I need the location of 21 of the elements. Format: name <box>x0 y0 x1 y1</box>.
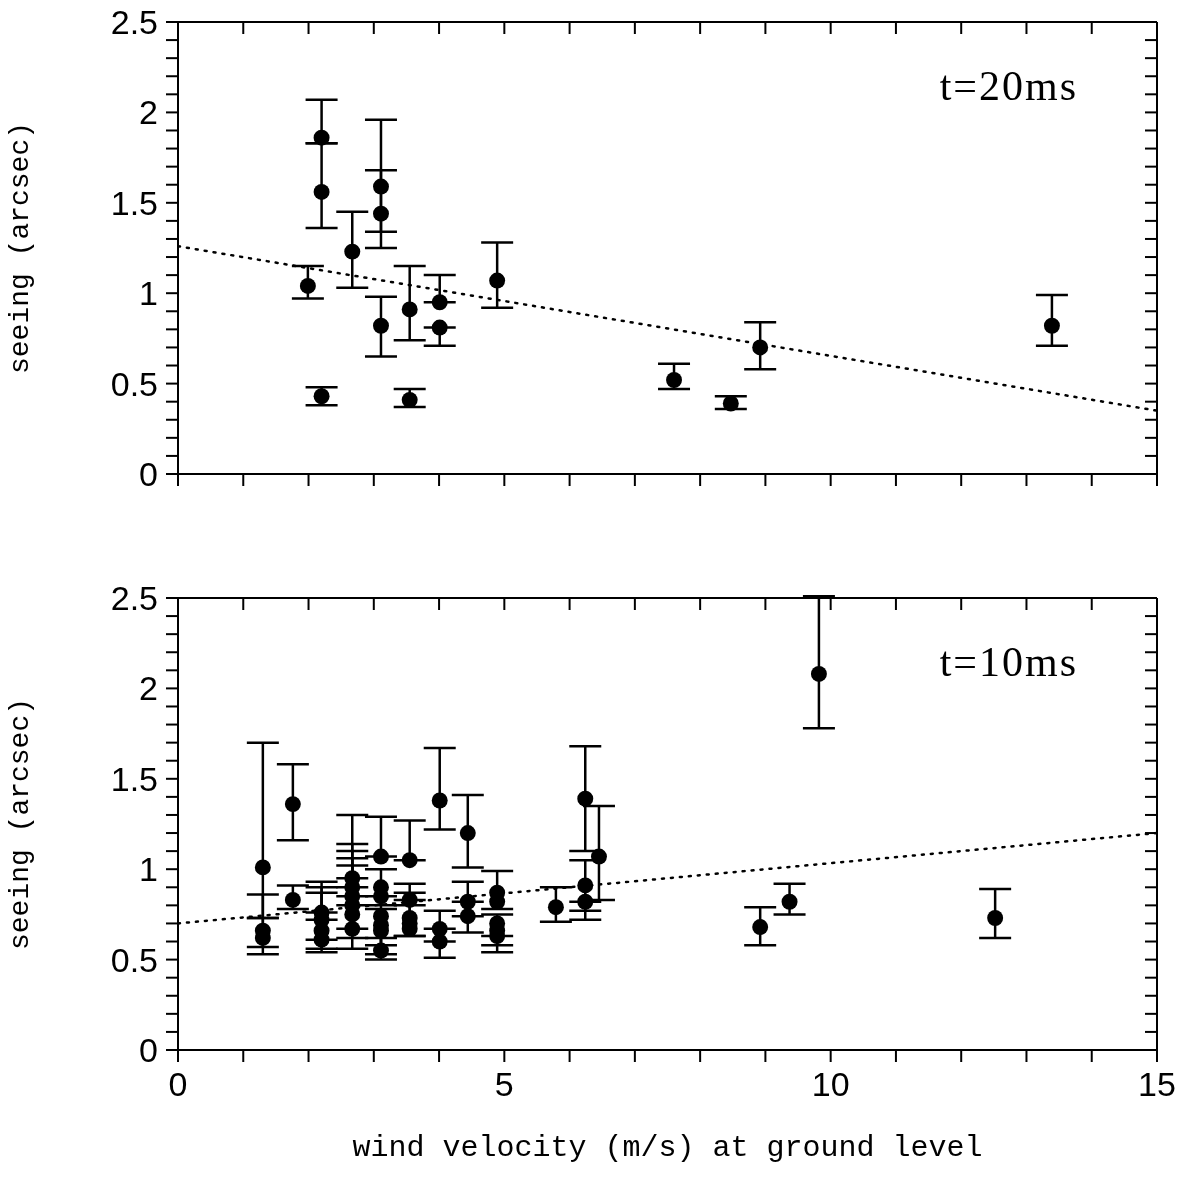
x-axis-title: wind velocity (m/s) at ground level <box>352 1131 983 1165</box>
x-tick-label: 0 <box>168 1065 188 1104</box>
y-tick-label: 0 <box>139 455 158 494</box>
y-tick-label: 1.5 <box>110 183 158 222</box>
x-tick-label: 5 <box>494 1065 514 1104</box>
y-tick-label: 0 <box>139 1031 158 1070</box>
y-tick-label: 1 <box>139 274 158 313</box>
y-tick-label: 1.5 <box>110 759 158 798</box>
y-tick-label: 2 <box>139 93 158 132</box>
y-tick-label: 1 <box>139 850 158 889</box>
annotation: t=20ms <box>939 62 1078 110</box>
y-tick-label: 2.5 <box>110 579 158 618</box>
y-axis-title: seeing (arcsec) <box>4 697 36 951</box>
annotation: t=10ms <box>939 638 1078 686</box>
x-tick-label: 10 <box>811 1065 850 1104</box>
y-axis-title: seeing (arcsec) <box>4 121 36 375</box>
y-tick-label: 2 <box>139 669 158 708</box>
y-tick-label: 2.5 <box>110 3 158 42</box>
y-tick-label: 0.5 <box>110 364 158 403</box>
y-tick-label: 0.5 <box>110 940 158 979</box>
x-tick-label: 15 <box>1138 1065 1176 1104</box>
